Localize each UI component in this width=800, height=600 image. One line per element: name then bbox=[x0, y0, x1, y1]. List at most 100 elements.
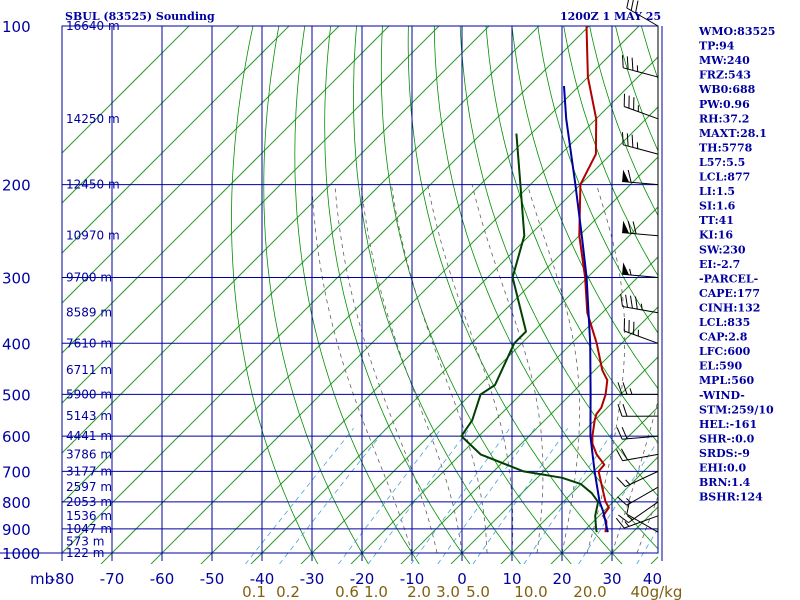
wind-barb-full bbox=[616, 449, 623, 461]
isotherm-line bbox=[62, 26, 290, 254]
mixing-ratio-label: 0.1 bbox=[242, 583, 266, 600]
wind-barb-staff bbox=[626, 513, 659, 533]
temperature-tick-label: -20 bbox=[350, 570, 375, 588]
temperature-profile bbox=[578, 26, 610, 533]
moist-adiabat bbox=[636, 495, 658, 554]
wind-barb bbox=[623, 318, 659, 344]
temperature-tick-label: -80 bbox=[50, 570, 75, 588]
pressure-tick-label: 600 bbox=[2, 428, 31, 446]
wind-barb-staff bbox=[625, 470, 659, 488]
temperature-tick-label: -30 bbox=[300, 570, 325, 588]
dry-adiabat bbox=[537, 26, 658, 334]
isotherm-line bbox=[350, 256, 658, 564]
mixing-ratio-label: 1.0 bbox=[364, 583, 388, 600]
height-label: 122 m bbox=[66, 546, 104, 560]
wind-barb-full bbox=[635, 296, 638, 310]
wind-barb bbox=[622, 132, 659, 155]
wind-barb bbox=[622, 262, 659, 278]
index-item: HEL:-161 bbox=[699, 418, 757, 431]
wind-barb-full bbox=[631, 57, 634, 71]
isotherm-line bbox=[150, 56, 658, 564]
wind-barb-full bbox=[626, 133, 629, 147]
height-label: 5143 m bbox=[66, 409, 112, 423]
isotherm-line bbox=[200, 106, 658, 564]
height-label: 9700 m bbox=[66, 270, 112, 284]
temperature-tick-label: -50 bbox=[200, 570, 225, 588]
pressure-tick-label: 200 bbox=[2, 177, 31, 195]
dry-adiabat bbox=[263, 26, 369, 564]
wind-barb bbox=[617, 382, 659, 395]
pressure-tick-label: 800 bbox=[2, 494, 31, 512]
mixing-ratio-line bbox=[279, 428, 387, 564]
parcel-profile bbox=[563, 85, 609, 533]
index-item: SRDS:-9 bbox=[699, 447, 750, 460]
moist-adiabat bbox=[427, 184, 514, 554]
wind-barb-full bbox=[618, 514, 629, 523]
dry-adiabat bbox=[353, 26, 522, 564]
isotherm-line bbox=[300, 206, 658, 564]
wind-barb-full bbox=[616, 427, 623, 440]
wind-barb bbox=[616, 427, 659, 440]
mixing-ratio-label: 40 bbox=[630, 583, 649, 600]
moist-adiabat bbox=[471, 184, 544, 554]
wind-barb-full bbox=[632, 221, 637, 234]
wind-barb-staff bbox=[623, 144, 659, 155]
wind-barb-full bbox=[622, 132, 624, 145]
wind-barb-full bbox=[622, 404, 628, 417]
index-item: -WIND- bbox=[699, 389, 745, 402]
index-item: KI:16 bbox=[699, 229, 733, 242]
index-item: PW:0.96 bbox=[699, 98, 750, 111]
height-label: 1047 m bbox=[66, 522, 112, 536]
isotherm-line bbox=[550, 456, 658, 564]
wind-barb bbox=[626, 0, 659, 27]
pressure-tick-label: 900 bbox=[2, 521, 31, 539]
index-item: SHR-:0.0 bbox=[699, 432, 755, 445]
isotherm-line bbox=[62, 26, 590, 554]
wind-barb-full bbox=[615, 517, 625, 529]
dry-adiabat bbox=[589, 26, 658, 217]
mixing-ratio-line bbox=[338, 428, 442, 564]
index-item: TP:94 bbox=[699, 40, 735, 53]
wind-barb-staff bbox=[624, 515, 659, 529]
height-label: 5900 m bbox=[66, 387, 112, 401]
pressure-tick-label: 100 bbox=[2, 18, 31, 36]
isotherm-line bbox=[62, 26, 440, 404]
index-item: MAXT:28.1 bbox=[699, 127, 767, 140]
wind-barb-half bbox=[625, 479, 631, 485]
height-label: 1536 m bbox=[66, 509, 112, 523]
dry-adiabat bbox=[792, 14, 800, 564]
pressure-tick-label: 700 bbox=[2, 463, 31, 481]
temperature-tick-label: 10 bbox=[502, 570, 521, 588]
wind-barb-staff bbox=[622, 435, 659, 440]
isotherm-line bbox=[62, 26, 540, 504]
isotherm-line bbox=[400, 306, 658, 564]
temperature-tick-label: 20 bbox=[552, 570, 571, 588]
mixing-ratio-label: 0.6 bbox=[335, 583, 359, 600]
isotherm-line bbox=[62, 26, 340, 304]
mixing-ratio-label: g/kg bbox=[650, 583, 683, 600]
wind-barb-staff bbox=[626, 7, 659, 27]
height-label: 16640 m bbox=[66, 19, 120, 33]
wind-barb bbox=[617, 404, 659, 417]
dry-adiabat bbox=[407, 26, 623, 564]
mixing-ratio-label: 10.0 bbox=[514, 583, 547, 600]
wind-barb-staff bbox=[624, 330, 659, 344]
wind-barb-full bbox=[630, 295, 633, 309]
height-label: 2053 m bbox=[66, 495, 112, 509]
dry-adiabat bbox=[563, 26, 658, 277]
index-item: LI:1.5 bbox=[699, 185, 735, 198]
dry-adiabat bbox=[380, 26, 572, 564]
height-label: 8589 m bbox=[66, 306, 112, 320]
wind-barb-staff bbox=[622, 232, 659, 237]
temperature-tick-label: 30 bbox=[602, 570, 621, 588]
height-label: 573 m bbox=[66, 534, 104, 548]
wind-barb-full bbox=[621, 427, 628, 439]
wind-barb-half bbox=[629, 388, 633, 395]
wind-barb-half bbox=[640, 303, 643, 310]
profiles bbox=[460, 26, 610, 533]
wind-barb-full bbox=[627, 220, 632, 234]
wind-barb-half bbox=[624, 521, 630, 527]
pressure-tick-label: 300 bbox=[2, 269, 31, 287]
